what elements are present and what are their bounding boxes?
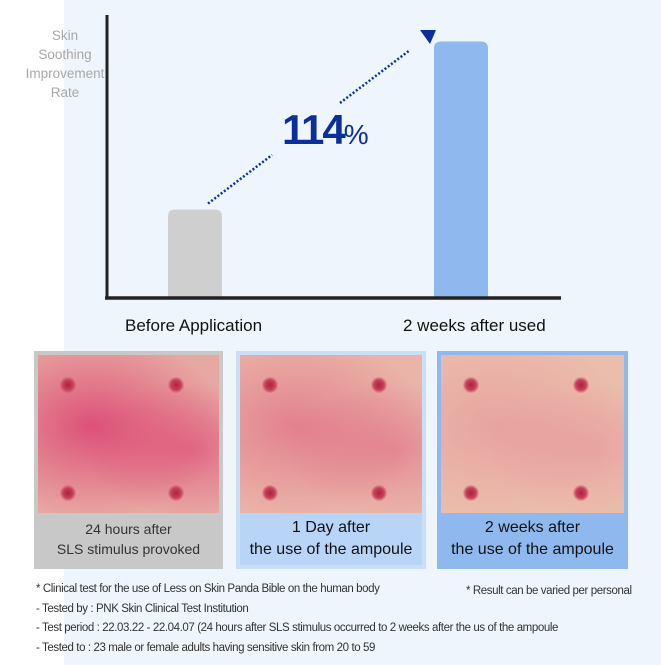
improvement-annotation: 114% [282,106,369,153]
photo-panel: 24 hours after SLS stimulus provoked [34,351,223,569]
test-patch-spot [59,484,76,501]
test-patch-spot [572,377,589,394]
test-patch-spot [261,377,278,394]
test-notes: * Clinical test for the use of Less on S… [36,580,558,658]
test-patch-spot [168,484,185,501]
test-patch-spot [59,377,76,394]
note-line: - Tested to : 23 male or female adults h… [36,641,376,654]
skin-photo [38,355,219,513]
photo-panel: 2 weeks after the use of the ampoule [437,351,628,569]
photo-panel: 1 Day after the use of the ampoule [236,351,426,569]
note-line: - Test period : 22.03.22 - 22.04.07 (24 … [36,622,559,634]
photo-caption: 1 Day after the use of the ampoule [240,513,422,565]
x-tick-label: 2 weeks after used [403,316,546,335]
test-patch-spot [462,484,479,501]
bar-1 [434,41,488,298]
y-axis-label: Skin Soothing Improvement Rate [22,26,108,102]
caption-line: 24 hours after [85,521,172,537]
skin-photo [441,355,624,513]
y-label-line: Skin [51,28,79,43]
trend-line-lower [207,154,273,205]
note-line: * Clinical test for the use of Less on S… [36,583,380,595]
x-tick-label: Before Application [125,316,263,335]
photo-caption: 24 hours after SLS stimulus provoked [38,513,219,565]
note-line: - Tested by : PNK Skin Clinical Test Ins… [36,602,249,615]
trend-line-upper [339,49,411,104]
test-patch-spot [371,484,388,501]
caption-line: the use of the ampoule [249,541,413,558]
test-patch-spot [261,484,278,501]
caption-line: 2 weeks after [484,519,581,536]
arrowhead-icon [420,30,436,44]
y-label-line: Soothing [38,47,92,62]
caption-line: the use of the ampoule [451,541,614,558]
test-patch-spot [572,484,589,501]
test-patch-spot [168,377,185,394]
y-label-line: Rate [50,85,80,100]
skin-photo [240,355,422,513]
caption-line: SLS stimulus provoked [56,541,201,557]
test-patch-spot [371,377,388,394]
y-label-line: Improvement [25,66,105,81]
photo-caption: 2 weeks after the use of the ampoule [441,513,624,565]
test-patch-spot [462,377,479,394]
bar-0 [168,209,222,298]
disclaimer-note: * Result can be varied per personal [466,585,632,597]
bar-chart [105,15,561,300]
caption-line: 1 Day after [291,519,371,536]
